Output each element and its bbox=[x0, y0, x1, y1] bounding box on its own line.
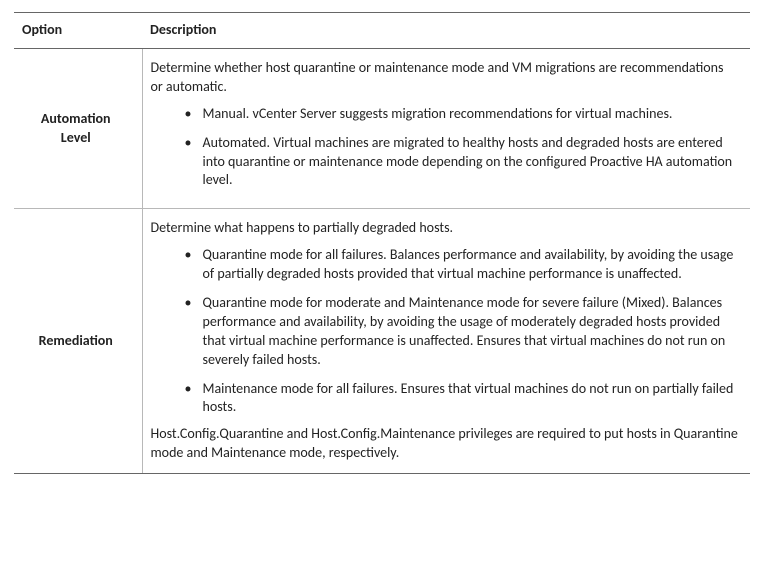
option-cell: Automation Level bbox=[14, 49, 142, 209]
bullet-list: Manual. vCenter Server suggests migratio… bbox=[151, 105, 739, 191]
table-row: Automation Level Determine whether host … bbox=[14, 49, 750, 209]
description-cell: Determine whether host quarantine or mai… bbox=[142, 49, 750, 209]
list-item: Manual. vCenter Server suggests migratio… bbox=[185, 105, 739, 124]
list-item: Maintenance mode for all failures. Ensur… bbox=[185, 380, 739, 418]
description-intro: Determine whether host quarantine or mai… bbox=[151, 59, 739, 97]
table-row: Remediation Determine what happens to pa… bbox=[14, 209, 750, 474]
description-cell: Determine what happens to partially degr… bbox=[142, 209, 750, 474]
list-item: Quarantine mode for all failures. Balanc… bbox=[185, 246, 739, 284]
header-option: Option bbox=[14, 13, 142, 49]
options-table: Option Description Automation Level Dete… bbox=[14, 12, 750, 474]
option-label-line1: Remediation bbox=[39, 332, 113, 349]
description-footer: Host.Config.Quarantine and Host.Config.M… bbox=[151, 425, 739, 463]
option-label-line1: Automation bbox=[41, 110, 111, 127]
bullet-list: Quarantine mode for all failures. Balanc… bbox=[151, 246, 739, 417]
header-description: Description bbox=[142, 13, 750, 49]
option-label-line2: Level bbox=[61, 129, 91, 146]
list-item: Quarantine mode for moderate and Mainten… bbox=[185, 294, 739, 370]
description-intro: Determine what happens to partially degr… bbox=[151, 219, 739, 238]
table-header-row: Option Description bbox=[14, 13, 750, 49]
list-item: Automated. Virtual machines are migrated… bbox=[185, 134, 739, 191]
option-cell: Remediation bbox=[14, 209, 142, 474]
